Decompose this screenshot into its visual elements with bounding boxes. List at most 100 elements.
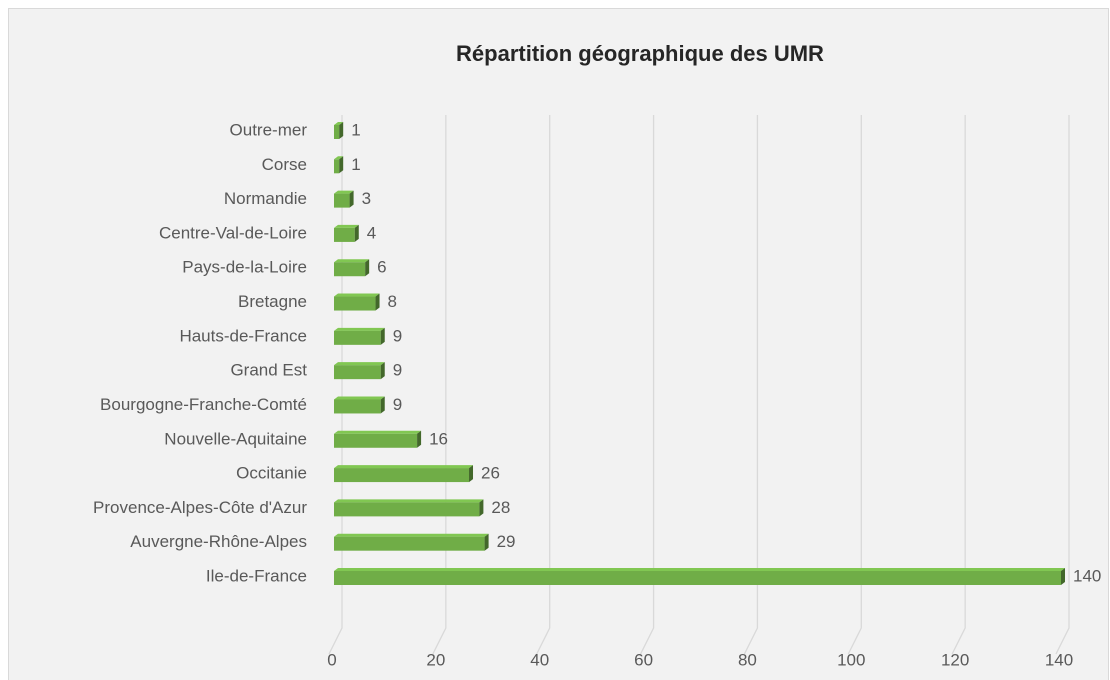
data-label: 9 [393, 395, 402, 414]
bar [334, 156, 344, 174]
grid-line [951, 115, 966, 655]
bar-top [334, 499, 484, 503]
x-tick-label: 20 [426, 650, 445, 669]
bar-top [334, 122, 344, 125]
data-label: 29 [497, 532, 516, 551]
bar-top [334, 293, 380, 297]
bar-side [469, 465, 474, 483]
data-label: 140 [1073, 566, 1101, 585]
bar-front [334, 296, 376, 311]
bar-top [334, 362, 385, 366]
bar [334, 362, 385, 380]
bar [334, 190, 354, 208]
y-tick-label: Corse [262, 155, 307, 174]
y-tick-label: Occitanie [236, 464, 307, 483]
bar [334, 465, 474, 483]
bar-top [334, 533, 489, 537]
bar-side [479, 499, 484, 517]
bar-side [380, 327, 385, 345]
x-tick-label: 120 [941, 650, 969, 669]
data-label: 16 [429, 429, 448, 448]
bar-front [334, 571, 1061, 585]
data-label: 1 [351, 120, 360, 139]
bar-top [334, 156, 344, 160]
data-label: 9 [393, 361, 402, 380]
data-label: 28 [491, 498, 510, 517]
y-tick-label: Nouvelle-Aquitaine [164, 429, 307, 448]
grid-line [639, 115, 655, 655]
y-tick-label: Normandie [224, 189, 307, 208]
y-tick-label: Bretagne [238, 292, 307, 311]
bar-front [334, 502, 480, 517]
y-tick-label: Ile-de-France [206, 566, 307, 585]
y-tick-label: Auvergne-Rhône-Alpes [130, 532, 307, 551]
bar-front [334, 468, 470, 483]
data-label: 9 [393, 326, 402, 345]
y-tick-label: Bourgogne-Franche-Comté [100, 395, 307, 414]
grid-line [1055, 115, 1070, 655]
bar-side [339, 156, 344, 174]
bar [334, 293, 380, 311]
bar-top [334, 224, 359, 228]
data-label: 4 [367, 223, 376, 242]
bar-front [334, 227, 355, 242]
bar-side [1061, 568, 1065, 585]
bar-top [334, 396, 385, 400]
data-label: 8 [388, 292, 397, 311]
y-tick-label: Hauts-de-France [179, 326, 307, 345]
grid-line [847, 115, 862, 655]
x-tick-label: 40 [530, 650, 549, 669]
data-label: 26 [481, 464, 500, 483]
x-tick-label: 80 [738, 650, 757, 669]
chart-title: Répartition géographique des UMR [456, 41, 824, 66]
y-tick-label: Pays-de-la-Loire [182, 258, 307, 277]
x-tick-label: 0 [327, 650, 336, 669]
x-tick-label: 100 [837, 650, 865, 669]
bar [334, 224, 359, 242]
bar-front [334, 365, 381, 380]
x-tick-label: 60 [634, 650, 653, 669]
bar [334, 396, 385, 414]
bar-side [484, 533, 489, 551]
bar-side [354, 224, 359, 242]
bar-side [380, 362, 385, 380]
x-tick-label: 140 [1045, 650, 1073, 669]
data-label: 3 [362, 189, 371, 208]
bar-front [334, 262, 366, 277]
bar-top [334, 190, 354, 194]
bar-side [380, 396, 385, 414]
bar [334, 533, 489, 551]
bar-front [334, 330, 381, 345]
bar [334, 430, 422, 448]
bar-front [334, 399, 381, 414]
bar-top [334, 568, 1065, 571]
bar-side [375, 293, 380, 311]
bar [334, 327, 385, 345]
bar [334, 499, 484, 517]
y-tick-label: Provence-Alpes-Côte d'Azur [93, 498, 307, 517]
bar-side [417, 430, 422, 448]
bar [334, 568, 1065, 585]
bar-front [334, 193, 350, 208]
y-tick-label: Centre-Val-de-Loire [159, 223, 307, 242]
grid-line [328, 115, 343, 655]
data-label: 1 [351, 155, 360, 174]
grid-line [432, 115, 447, 655]
bar-front [334, 125, 340, 139]
data-label: 6 [377, 258, 386, 277]
grid-line [743, 115, 759, 655]
bar-front [334, 433, 418, 448]
y-tick-label: Outre-mer [230, 120, 308, 139]
bar-top [334, 259, 370, 263]
grid-line [536, 115, 551, 655]
bar [334, 259, 370, 277]
bar-front [334, 159, 340, 174]
bar-side [365, 259, 370, 277]
bar-top [334, 430, 422, 434]
bar-side [349, 190, 354, 208]
bar-top [334, 465, 474, 469]
bar-side [339, 122, 344, 139]
y-tick-label: Grand Est [230, 361, 307, 380]
bar-top [334, 327, 385, 331]
